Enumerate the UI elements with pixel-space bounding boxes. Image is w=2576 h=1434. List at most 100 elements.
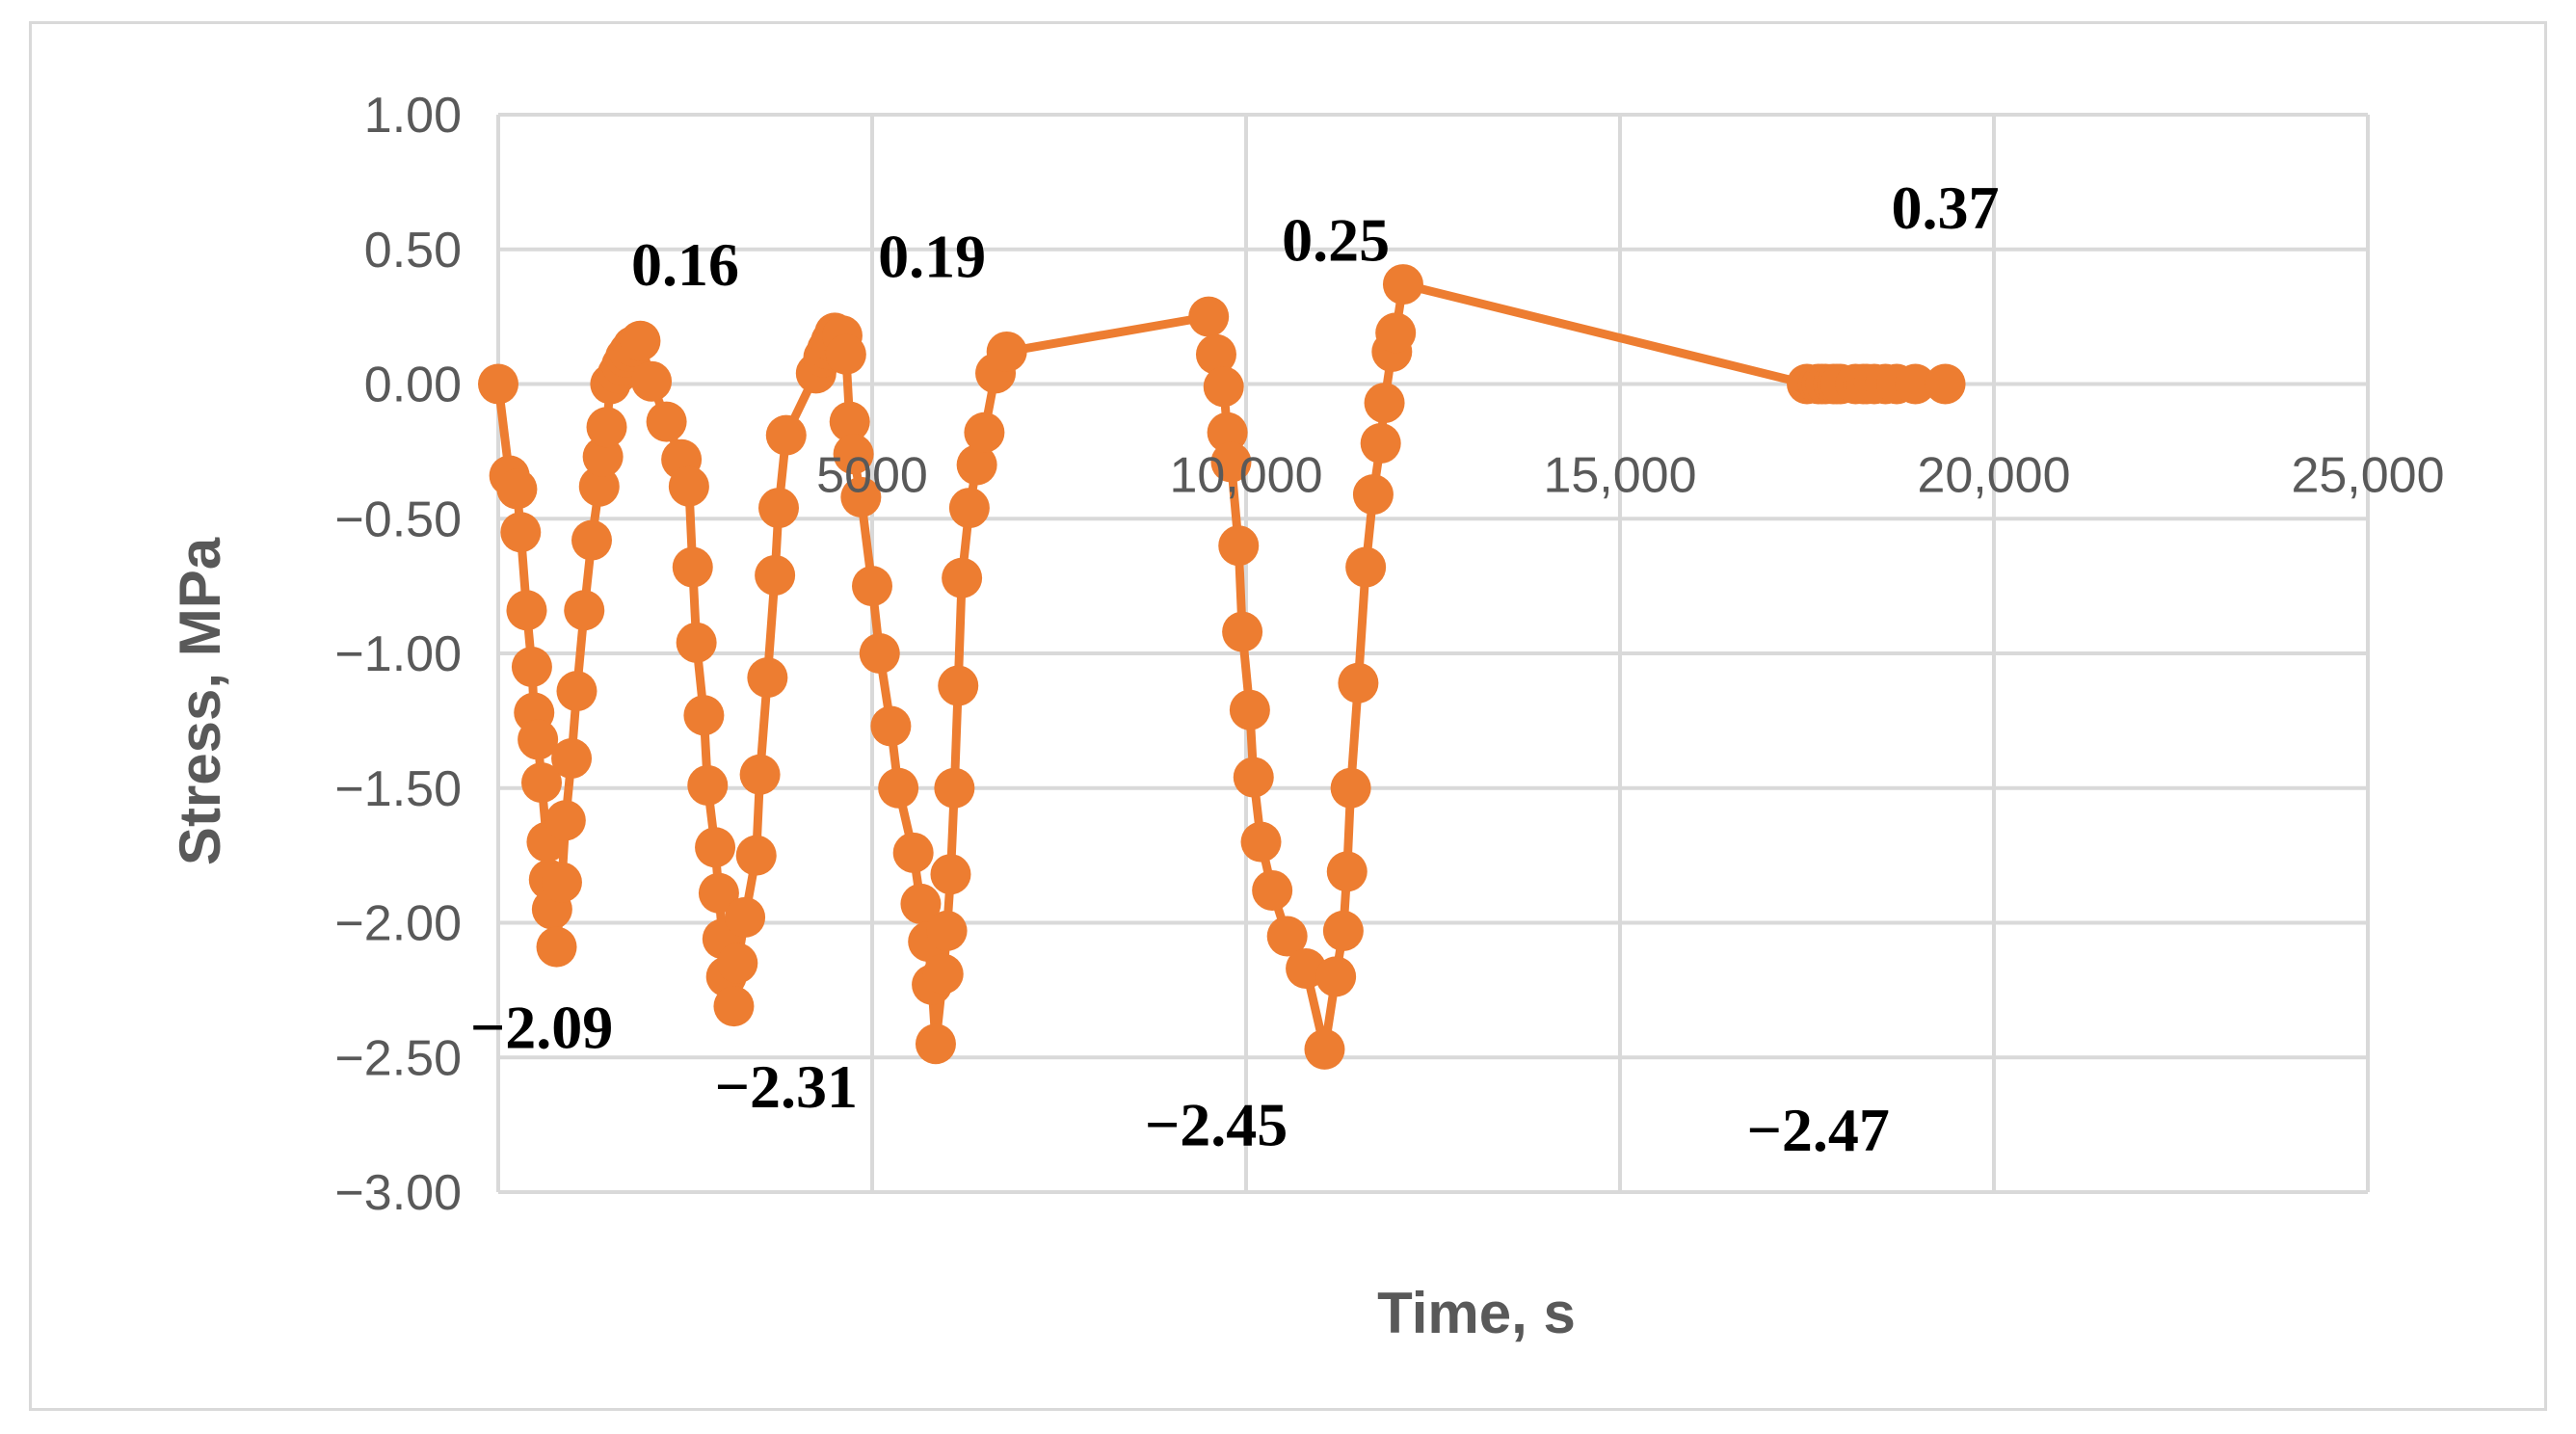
data-point	[735, 835, 777, 876]
data-point	[717, 943, 758, 984]
data-point	[1322, 910, 1364, 951]
data-point	[930, 854, 971, 895]
data-point	[1375, 312, 1417, 354]
data-point	[829, 401, 870, 442]
data-point	[544, 800, 586, 841]
data-point	[511, 646, 552, 687]
data-point	[1345, 546, 1387, 588]
data-point	[1210, 441, 1252, 483]
data-point	[518, 719, 559, 760]
data-point	[755, 554, 796, 596]
data-point	[878, 767, 919, 809]
chart-frame: 1.00 0.50 0.00 −0.50 −1.00 −1.50 −2.00 −2.50 −3.…	[29, 21, 2547, 1411]
data-point	[478, 363, 518, 405]
data-point	[695, 827, 736, 868]
x-tick-label: 20,000	[1917, 448, 2070, 504]
data-point	[870, 705, 912, 747]
data-point	[571, 519, 612, 561]
grid	[498, 113, 2370, 1194]
data-point	[1925, 363, 1966, 405]
data-point	[900, 883, 942, 924]
data-point	[942, 557, 983, 598]
data-label: 0.16	[631, 230, 739, 299]
data-point	[698, 872, 739, 914]
data-label: 0.25	[1282, 206, 1390, 275]
data-point	[1352, 474, 1394, 516]
data-point	[1326, 851, 1368, 892]
data-point	[938, 665, 979, 706]
data-point	[668, 465, 709, 507]
data-point	[1229, 689, 1270, 730]
data-point	[564, 590, 605, 631]
data-point	[1240, 821, 1282, 863]
x-tick-label: 10,000	[1169, 448, 1322, 504]
data-point	[926, 910, 968, 951]
data-point	[631, 360, 673, 402]
data-point	[1203, 366, 1244, 408]
data-labels: 0.16 0.19 0.25 0.37 −2.09 −2.31 −2.45 −2.47	[470, 173, 2000, 1164]
data-point	[1195, 333, 1236, 375]
data-point	[892, 832, 934, 873]
data-point	[758, 488, 799, 529]
data-point	[852, 566, 892, 607]
data-point	[676, 622, 717, 663]
data-point	[683, 695, 725, 736]
y-tick-label: −1.50	[334, 761, 462, 817]
data-point	[1338, 662, 1379, 704]
data-point	[1188, 296, 1230, 337]
data-point	[496, 468, 538, 510]
data-point	[620, 320, 661, 361]
data-point	[747, 657, 788, 699]
y-tick-label: −0.50	[334, 491, 462, 547]
data-point	[1218, 525, 1260, 567]
y-tick-label: 0.50	[364, 223, 462, 279]
y-tick-label: −2.00	[334, 896, 462, 952]
data-label: 0.19	[878, 222, 986, 290]
stress-time-chart: 1.00 0.50 0.00 −0.50 −1.00 −1.50 −2.00 −2.50 −3.…	[168, 88, 2445, 1345]
data-point	[672, 546, 713, 588]
data-point	[1222, 611, 1263, 652]
data-point	[934, 767, 975, 809]
data-point	[833, 434, 874, 475]
y-tick-label: 1.00	[364, 88, 462, 144]
y-axis-title: Stress, MPa	[168, 537, 232, 865]
data-point	[687, 764, 729, 806]
data-point	[765, 414, 807, 456]
data-point	[948, 488, 990, 529]
data-label: −2.09	[470, 994, 613, 1062]
data-point	[586, 407, 627, 448]
data-point	[578, 465, 620, 507]
data-label: 0.37	[1892, 173, 2000, 242]
data-point	[646, 401, 687, 442]
x-tick-label: 15,000	[1543, 448, 1696, 504]
data-point	[825, 333, 866, 375]
data-point	[541, 862, 582, 903]
data-point	[521, 762, 563, 804]
data-point	[582, 436, 624, 477]
data-point	[1304, 1028, 1345, 1070]
data-point	[725, 896, 766, 938]
data-label: −2.47	[1746, 1096, 1889, 1164]
data-point	[986, 331, 1027, 372]
data-point	[964, 412, 1005, 453]
data-point	[840, 476, 882, 518]
data-point	[1382, 264, 1423, 305]
data-point	[1315, 956, 1357, 997]
x-tick-label: 25,000	[2291, 448, 2444, 504]
data-point	[551, 738, 593, 780]
x-tick-label: 5000	[816, 448, 928, 504]
y-tick-label: −1.00	[334, 626, 462, 682]
y-tick-label: 0.00	[364, 358, 462, 413]
data-point	[1360, 422, 1401, 464]
x-axis-title: Time, s	[1377, 1281, 1576, 1345]
data-point	[1233, 757, 1274, 798]
data-point	[1207, 412, 1248, 453]
data-point	[1252, 869, 1293, 911]
data-label: −2.45	[1145, 1090, 1288, 1158]
data-point	[506, 590, 547, 631]
data-point	[536, 926, 577, 968]
data-point	[556, 671, 598, 712]
data-point	[1895, 363, 1936, 405]
data-point	[500, 512, 542, 553]
tick-labels: 1.00 0.50 0.00 −0.50 −1.00 −1.50 −2.00 −2.50 −3.…	[334, 88, 2444, 1221]
